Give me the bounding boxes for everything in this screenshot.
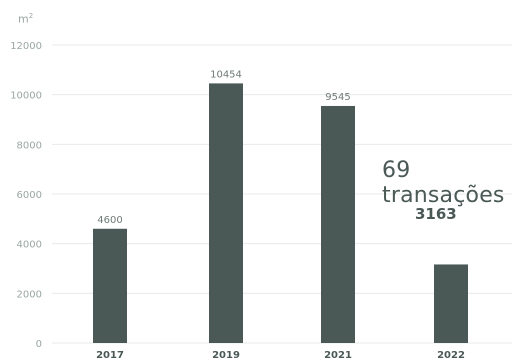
y-tick-label: 12000 xyxy=(10,41,42,52)
data-label: 9545 xyxy=(325,92,350,103)
bar xyxy=(434,264,468,343)
y-tick-label: 0 xyxy=(36,339,42,350)
y-tick-label: 6000 xyxy=(17,190,42,201)
y-tick-label: 4000 xyxy=(17,240,42,251)
x-tick-label: 2021 xyxy=(324,350,352,361)
x-tick-label: 2017 xyxy=(96,350,124,361)
y-tick-label: 10000 xyxy=(10,91,42,102)
transactions-annotation: 69 transações xyxy=(382,158,505,208)
data-label: 10454 xyxy=(210,69,242,80)
bar xyxy=(93,228,127,343)
y-tick-label: 8000 xyxy=(17,140,42,151)
bar xyxy=(209,83,243,343)
x-tick-label: 2022 xyxy=(437,350,465,361)
annotation-value: 3163 xyxy=(415,205,457,223)
bar xyxy=(321,105,355,343)
y-tick-label: 2000 xyxy=(17,289,42,300)
y-axis-unit: m2 xyxy=(18,12,34,26)
x-tick-label: 2019 xyxy=(212,350,240,361)
data-label: 4600 xyxy=(97,215,122,226)
